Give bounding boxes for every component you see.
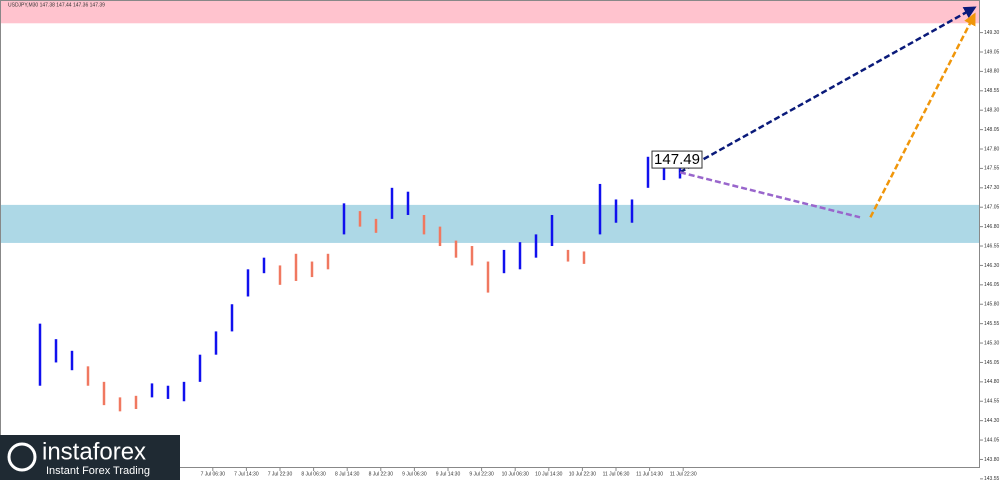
y-tick-label: 146.55	[984, 243, 1000, 249]
zone	[0, 0, 980, 24]
zones	[0, 0, 980, 243]
plot-frame	[0, 0, 980, 468]
y-tick-label: 144.05	[984, 437, 1000, 443]
x-tick-label: 7 Jul 14:30	[234, 471, 259, 477]
axes: 149.30 149.05 148.80 148.55 148.30 148.05 147.…	[201, 30, 1000, 480]
y-tick-label: 149.05	[984, 49, 1000, 55]
y-tick-label: 148.05	[984, 127, 1000, 133]
y-tick-label: 148.80	[984, 69, 1000, 75]
zone	[0, 204, 980, 243]
y-tick-label: 147.05	[984, 205, 1000, 211]
logo-icon	[7, 442, 37, 472]
x-tick-label: 8 Jul 06:30	[301, 471, 326, 477]
price-bars	[38, 156, 682, 412]
logo-tagline: Instant Forex Trading	[46, 465, 150, 477]
x-tick-label: 10 Jul 22:30	[569, 471, 596, 477]
y-tick-label: 144.80	[984, 379, 1000, 385]
y-tick-label: 145.30	[984, 340, 1000, 346]
price-callout-box	[651, 150, 703, 169]
x-tick-label: 9 Jul 06:30	[402, 471, 427, 477]
y-tick-label: 144.55	[984, 399, 1000, 405]
x-tick-label: 9 Jul 22:30	[469, 471, 494, 477]
x-tick-label: 7 Jul 22:30	[268, 471, 293, 477]
forecast-arrow	[679, 171, 861, 219]
price-callout: 147.49	[654, 151, 700, 168]
x-tick-label: 11 Jul 06:30	[603, 471, 630, 477]
y-tick-label: 146.80	[984, 224, 1000, 230]
chart-title: USDJPY,M30 147.38 147.44 147.36 147.39	[8, 2, 105, 8]
logo-brand: instaforex	[42, 438, 146, 465]
x-tick-label: 8 Jul 22:30	[369, 471, 394, 477]
forecast-arrow	[869, 12, 976, 218]
forecasts: 147.49	[651, 6, 977, 219]
x-tick-label: 7 Jul 06:30	[201, 471, 226, 477]
forecast-arrow	[679, 6, 977, 174]
y-tick-label: 145.05	[984, 360, 1000, 366]
logo-bg	[0, 435, 180, 480]
x-tick-label: 11 Jul 14:30	[636, 471, 663, 477]
x-tick-label: 9 Jul 14:30	[436, 471, 461, 477]
y-tick-label: 145.55	[984, 321, 1000, 327]
y-tick-label: 143.80	[984, 457, 1000, 463]
y-tick-label: 147.30	[984, 185, 1000, 191]
y-tick-label: 148.30	[984, 108, 1000, 114]
x-tick-label: 11 Jul 22:30	[670, 471, 697, 477]
x-tick-label: 8 Jul 14:30	[335, 471, 360, 477]
y-tick-label: 144.30	[984, 418, 1000, 424]
y-tick-label: 147.55	[984, 166, 1000, 172]
y-tick-label: 149.30	[984, 30, 1000, 36]
y-tick-label: 148.55	[984, 88, 1000, 94]
y-tick-label: 146.30	[984, 263, 1000, 269]
y-tick-label: 147.80	[984, 146, 1000, 152]
y-tick-label: 146.05	[984, 282, 1000, 288]
watermark: instaforex Instant Forex Trading	[0, 435, 180, 480]
y-tick-label: 143.55	[984, 476, 1000, 480]
x-tick-label: 10 Jul 06:30	[502, 471, 529, 477]
y-tick-label: 145.80	[984, 302, 1000, 308]
x-tick-label: 10 Jul 14:30	[535, 471, 562, 477]
